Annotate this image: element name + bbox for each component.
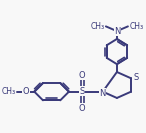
Text: O: O [79,71,86,80]
Text: CH₃: CH₃ [90,22,104,31]
Text: O: O [23,87,29,96]
Text: CH₃: CH₃ [130,22,144,31]
Text: CH₃: CH₃ [2,87,16,96]
Text: O: O [79,104,86,113]
Text: S: S [134,73,139,82]
Text: N: N [99,89,106,98]
Text: N: N [114,27,121,36]
Text: S: S [80,87,85,96]
